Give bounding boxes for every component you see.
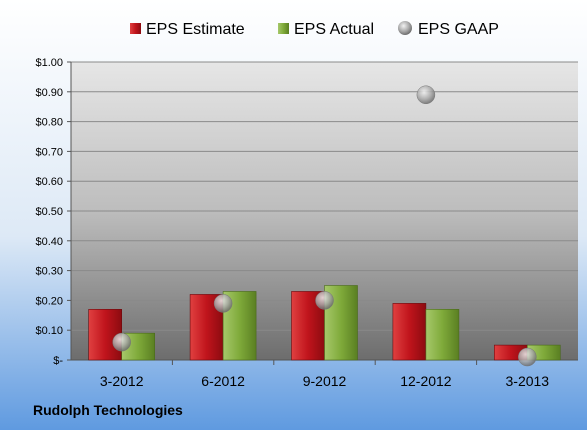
legend-label-estimate: EPS Estimate [146,21,245,38]
legend: EPS Estimate EPS Actual EPS GAAP [130,21,499,38]
y-tick-label: $0.20 [35,295,63,307]
x-tick-label: 6-2012 [201,373,245,389]
y-tick-label: $0.50 [35,206,63,218]
y-tick-label: $- [53,355,63,367]
y-tick-label: $1.00 [35,57,63,69]
marker-eps-gaap [416,85,436,105]
bar-eps-actual [425,309,460,361]
gridlines [71,61,578,361]
legend-swatch-estimate [130,23,141,34]
legend-swatch-actual [278,23,289,34]
x-tick-label: 3-2012 [100,373,144,389]
y-tick-label: $0.90 [35,87,63,99]
x-tick-label: 3-2013 [506,373,550,389]
y-tick-label: $0.70 [35,146,63,158]
y-axis-ticks: $- $0.10 $0.20 $0.30 $0.40 $0.50 $0.60 $0.70 $0.… [35,57,578,367]
marker-eps-gaap [518,347,537,367]
bar-eps-estimate [392,303,427,361]
legend-label-actual: EPS Actual [294,21,374,38]
x-axis-ticks: 3-2012 6-2012 9-2012 12-2012 3-2013 [100,360,549,389]
y-tick-label: $0.40 [35,236,63,248]
y-tick-label: $0.60 [35,176,63,188]
marker-eps-gaap [213,294,233,313]
company-name: Rudolph Technologies [33,402,183,418]
marker-eps-gaap [315,291,334,310]
y-tick-label: $0.10 [35,325,63,337]
x-tick-label: 9-2012 [303,373,347,389]
legend-swatch-gaap [398,21,412,35]
y-tick-label: $0.30 [35,266,63,278]
x-tick-label: 12-2012 [400,373,452,389]
marker-eps-gaap [112,332,131,352]
legend-label-gaap: EPS GAAP [418,21,499,38]
gaap-markers [112,85,537,367]
y-tick-label: $0.80 [35,117,63,129]
